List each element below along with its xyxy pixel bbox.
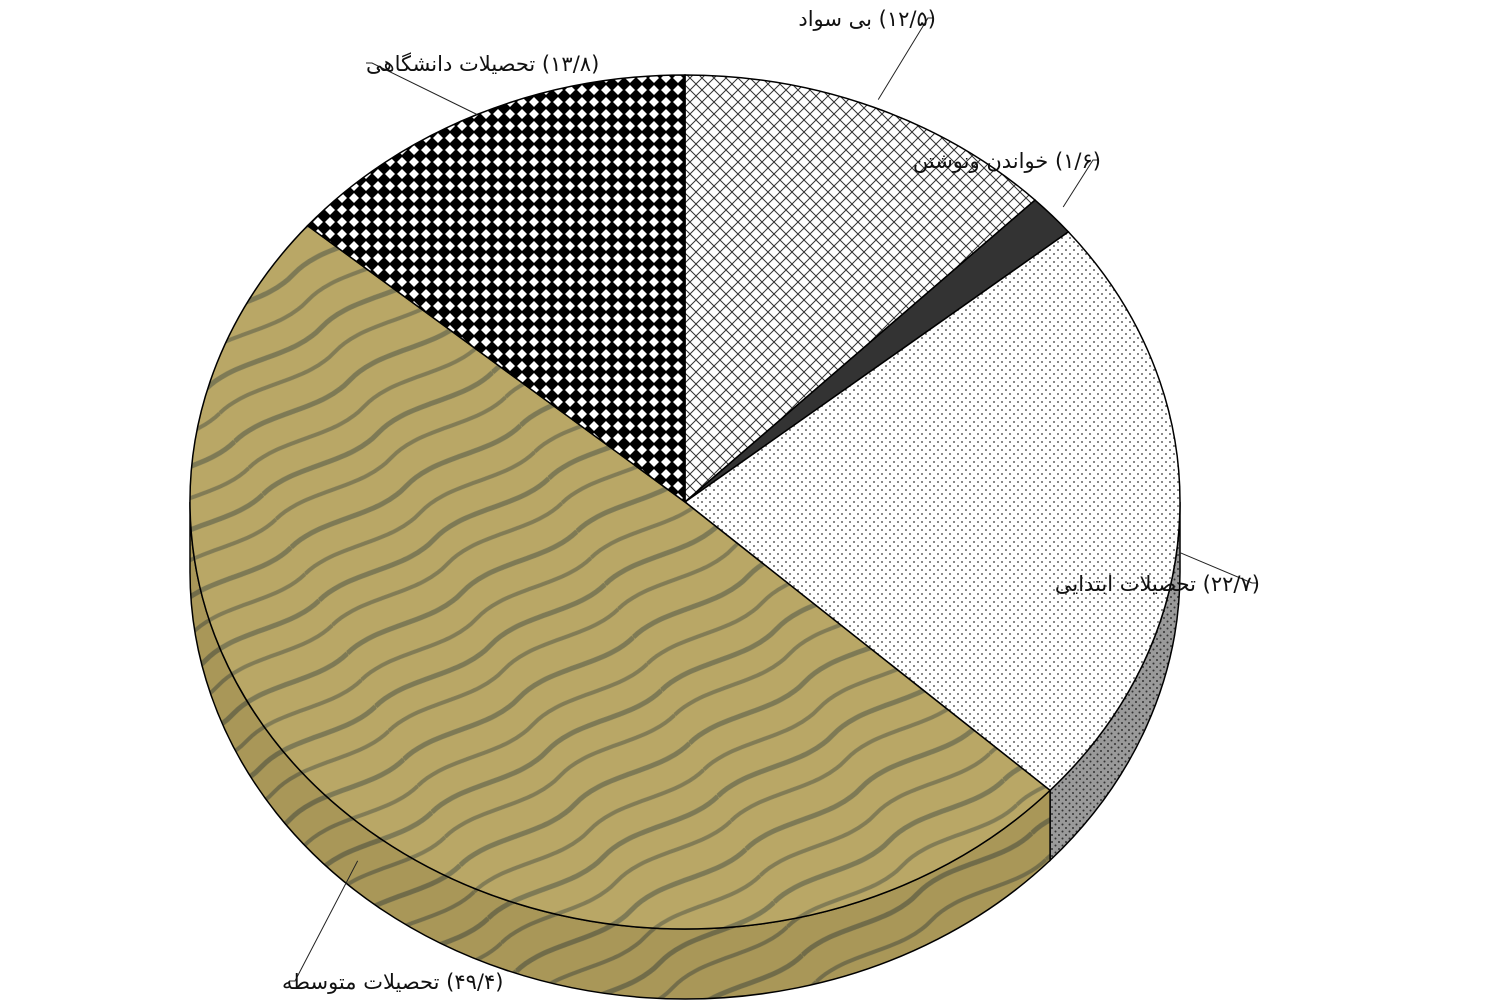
leader-line-3 bbox=[289, 860, 359, 982]
leader-line-4 bbox=[366, 62, 478, 115]
leader-line-1 bbox=[1062, 159, 1099, 208]
slice-label-4: (۱۳/۸) تحصیلات دانشگاهی bbox=[366, 52, 599, 76]
pie-slice-4 bbox=[306, 74, 686, 504]
leader-line-2 bbox=[1179, 552, 1258, 584]
slice-label-3: (۴۹/۴) تحصیلات متوسطه bbox=[282, 970, 503, 994]
pie-slice-0 bbox=[684, 74, 1037, 504]
slice-labels: (۱۲/۵) بی سواد (۱/۶) خواندن ونوشتن (۲۲/۷) … bbox=[282, 7, 1260, 994]
slice-label-0: (۱۲/۵) بی سواد bbox=[798, 7, 936, 31]
slice-label-1: (۱/۶) خواندن ونوشتن bbox=[913, 149, 1101, 173]
slice-label-2: (۲۲/۷) تحصیلات ابتدایی bbox=[1055, 572, 1260, 596]
pie-top bbox=[189, 74, 1181, 930]
leader-line-0 bbox=[877, 17, 934, 100]
pie-slice-2 bbox=[683, 230, 1181, 792]
pie-slice-3 bbox=[189, 224, 1052, 930]
